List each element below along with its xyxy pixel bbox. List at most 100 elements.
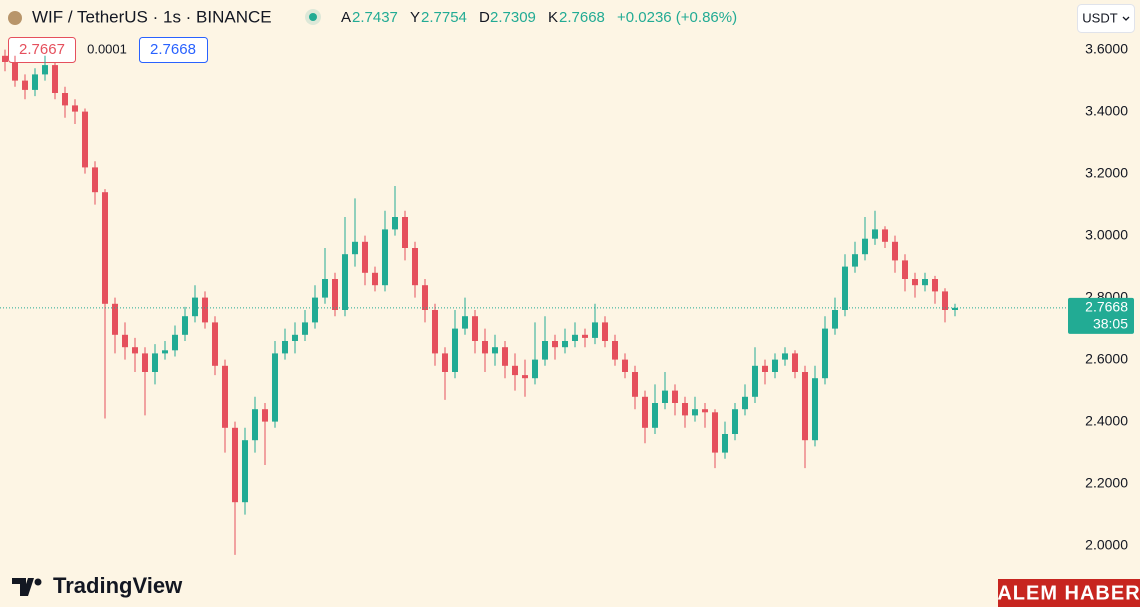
candle-body — [22, 80, 28, 90]
candle-body — [292, 334, 298, 341]
candle-body — [902, 260, 908, 279]
ask: 2.7668 — [150, 41, 196, 58]
currency: USDT — [1082, 10, 1117, 25]
change: +0.0236 (+0.86%) — [617, 9, 737, 26]
countdown: 38:05 — [1093, 316, 1128, 332]
candle-body — [252, 409, 258, 441]
candle-body — [312, 297, 318, 323]
candle-body — [832, 310, 838, 329]
candle-body — [722, 434, 728, 453]
candle-body — [112, 303, 118, 335]
candle-body — [462, 316, 468, 329]
candle-body — [382, 229, 388, 286]
candle-body — [412, 248, 418, 286]
candle-body — [842, 266, 848, 310]
price-label: 2.7668 — [1085, 299, 1128, 315]
dropdown-arrow — [1122, 16, 1130, 21]
candle-body — [2, 55, 8, 62]
candle-body — [662, 390, 668, 403]
candle-body — [772, 359, 778, 372]
candle-body — [152, 353, 158, 372]
watermark: ALEM HABER — [997, 582, 1140, 604]
candle-body — [232, 427, 238, 503]
y-tick-label: 3.0000 — [1085, 226, 1128, 242]
candle-body — [632, 372, 638, 397]
candle-body — [582, 334, 588, 338]
candle-body — [502, 347, 508, 366]
candle-body — [862, 238, 868, 255]
candle-body — [82, 111, 88, 168]
candle-body — [762, 365, 768, 372]
candle-body — [732, 409, 738, 434]
candle-body — [32, 74, 38, 90]
spread: 0.0001 — [87, 41, 127, 56]
candle-body — [892, 241, 898, 261]
ohlc-value: 2.7668 — [559, 9, 605, 26]
candle-body — [752, 365, 758, 397]
candle-body — [352, 241, 358, 255]
candle-body — [372, 272, 378, 286]
candle-body — [682, 403, 688, 416]
candle-body — [802, 372, 808, 441]
candle-body — [192, 297, 198, 317]
watermark-box — [998, 579, 1140, 607]
candle-body — [62, 93, 68, 106]
ohlc-label: K — [548, 9, 558, 26]
candle-body — [472, 316, 478, 341]
candle-body — [812, 378, 818, 441]
symbol: WIF / TetherUS · 1s · BINANCE — [32, 7, 272, 26]
candle-body — [122, 334, 128, 348]
candle-body — [642, 396, 648, 428]
candle-body — [182, 316, 188, 335]
ohlc-label: Y — [410, 9, 420, 26]
candle-body — [882, 229, 888, 242]
candle-body — [262, 409, 268, 422]
candle-body — [572, 334, 578, 341]
candle-body — [272, 353, 278, 422]
y-tick-label: 3.4000 — [1085, 102, 1128, 118]
candle-body — [132, 347, 138, 354]
candle-body — [792, 353, 798, 372]
candle-body — [922, 279, 928, 286]
candle-body — [522, 375, 528, 379]
y-tick-label: 2.4000 — [1085, 412, 1128, 428]
symbol-icon — [8, 11, 22, 25]
candle-body — [92, 167, 98, 193]
candle-body — [432, 310, 438, 354]
candle-body — [392, 217, 398, 230]
price-label-box — [1068, 297, 1134, 334]
y-tick-label: 3.6000 — [1085, 40, 1128, 56]
candle-body — [452, 328, 458, 372]
plot: 2.00002.20002.40002.60002.80003.00003.20… — [0, 40, 1134, 555]
candle-body — [12, 62, 18, 81]
candle-body — [932, 279, 938, 292]
status-dot — [309, 13, 317, 21]
candle-body — [622, 359, 628, 372]
y-tick-label: 2.0000 — [1085, 536, 1128, 552]
candle-body — [322, 279, 328, 298]
ask-box[interactable] — [139, 37, 208, 63]
currency-button[interactable] — [1077, 4, 1135, 33]
candle-body — [162, 350, 168, 354]
y-tick-label: 2.2000 — [1085, 474, 1128, 490]
candle-body — [912, 279, 918, 286]
candle-body — [822, 328, 828, 379]
brand: TradingView — [53, 573, 183, 598]
candle-body — [202, 297, 208, 323]
bid: 2.7667 — [19, 41, 65, 58]
candle-body — [42, 65, 48, 75]
candle-body — [52, 65, 58, 93]
candle-body — [592, 322, 598, 338]
bid-box[interactable] — [8, 37, 76, 63]
candle-body — [712, 412, 718, 453]
ohlc-value: 2.7437 — [352, 9, 398, 26]
candle-body — [482, 341, 488, 354]
candle-body — [332, 279, 338, 310]
candle-body — [422, 285, 428, 310]
candle-body — [532, 359, 538, 379]
candle-body — [222, 365, 228, 428]
ohlc-label: A — [341, 9, 351, 26]
